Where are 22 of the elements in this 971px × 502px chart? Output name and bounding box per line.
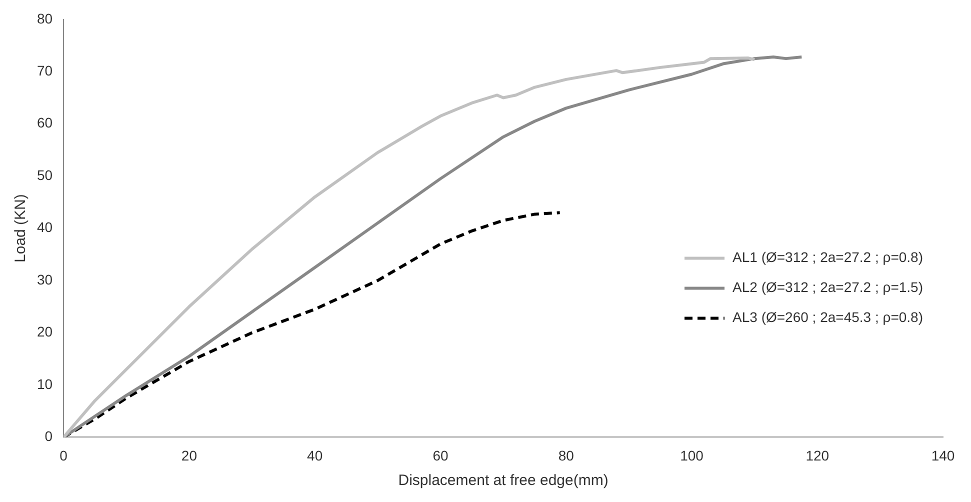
legend-label: AL3 (Ø=260 ; 2a=45.3 ; ρ=0.8) — [732, 309, 923, 326]
y-tick-label: 70 — [36, 62, 53, 78]
y-tick-label: 30 — [36, 271, 53, 288]
x-tick-label: 120 — [806, 447, 830, 464]
x-tick-label: 0 — [60, 447, 68, 464]
y-tick-label: 0 — [44, 428, 53, 444]
y-tick-label: 40 — [36, 219, 53, 236]
legend-label: AL1 (Ø=312 ; 2a=27.2 ; ρ=0.8) — [732, 249, 923, 266]
x-tick-label: 60 — [432, 447, 448, 464]
y-tick-label: 20 — [36, 324, 53, 340]
legend-label: AL2 (Ø=312 ; 2a=27.2 ; ρ=1.5) — [732, 279, 923, 296]
x-tick-label: 80 — [558, 447, 574, 464]
x-axis-title: Displacement at free edge(mm) — [398, 472, 608, 490]
x-tick-label: 40 — [307, 447, 323, 464]
x-tick-label: 20 — [181, 447, 198, 464]
y-tick-label: 10 — [36, 376, 53, 392]
x-tick-label: 100 — [680, 447, 704, 464]
x-tick-label: 140 — [931, 447, 955, 464]
y-tick-label: 50 — [36, 166, 53, 183]
y-tick-label: 80 — [36, 10, 53, 26]
y-tick-label: 60 — [36, 114, 53, 131]
y-axis-title: Load (KN) — [12, 194, 30, 262]
